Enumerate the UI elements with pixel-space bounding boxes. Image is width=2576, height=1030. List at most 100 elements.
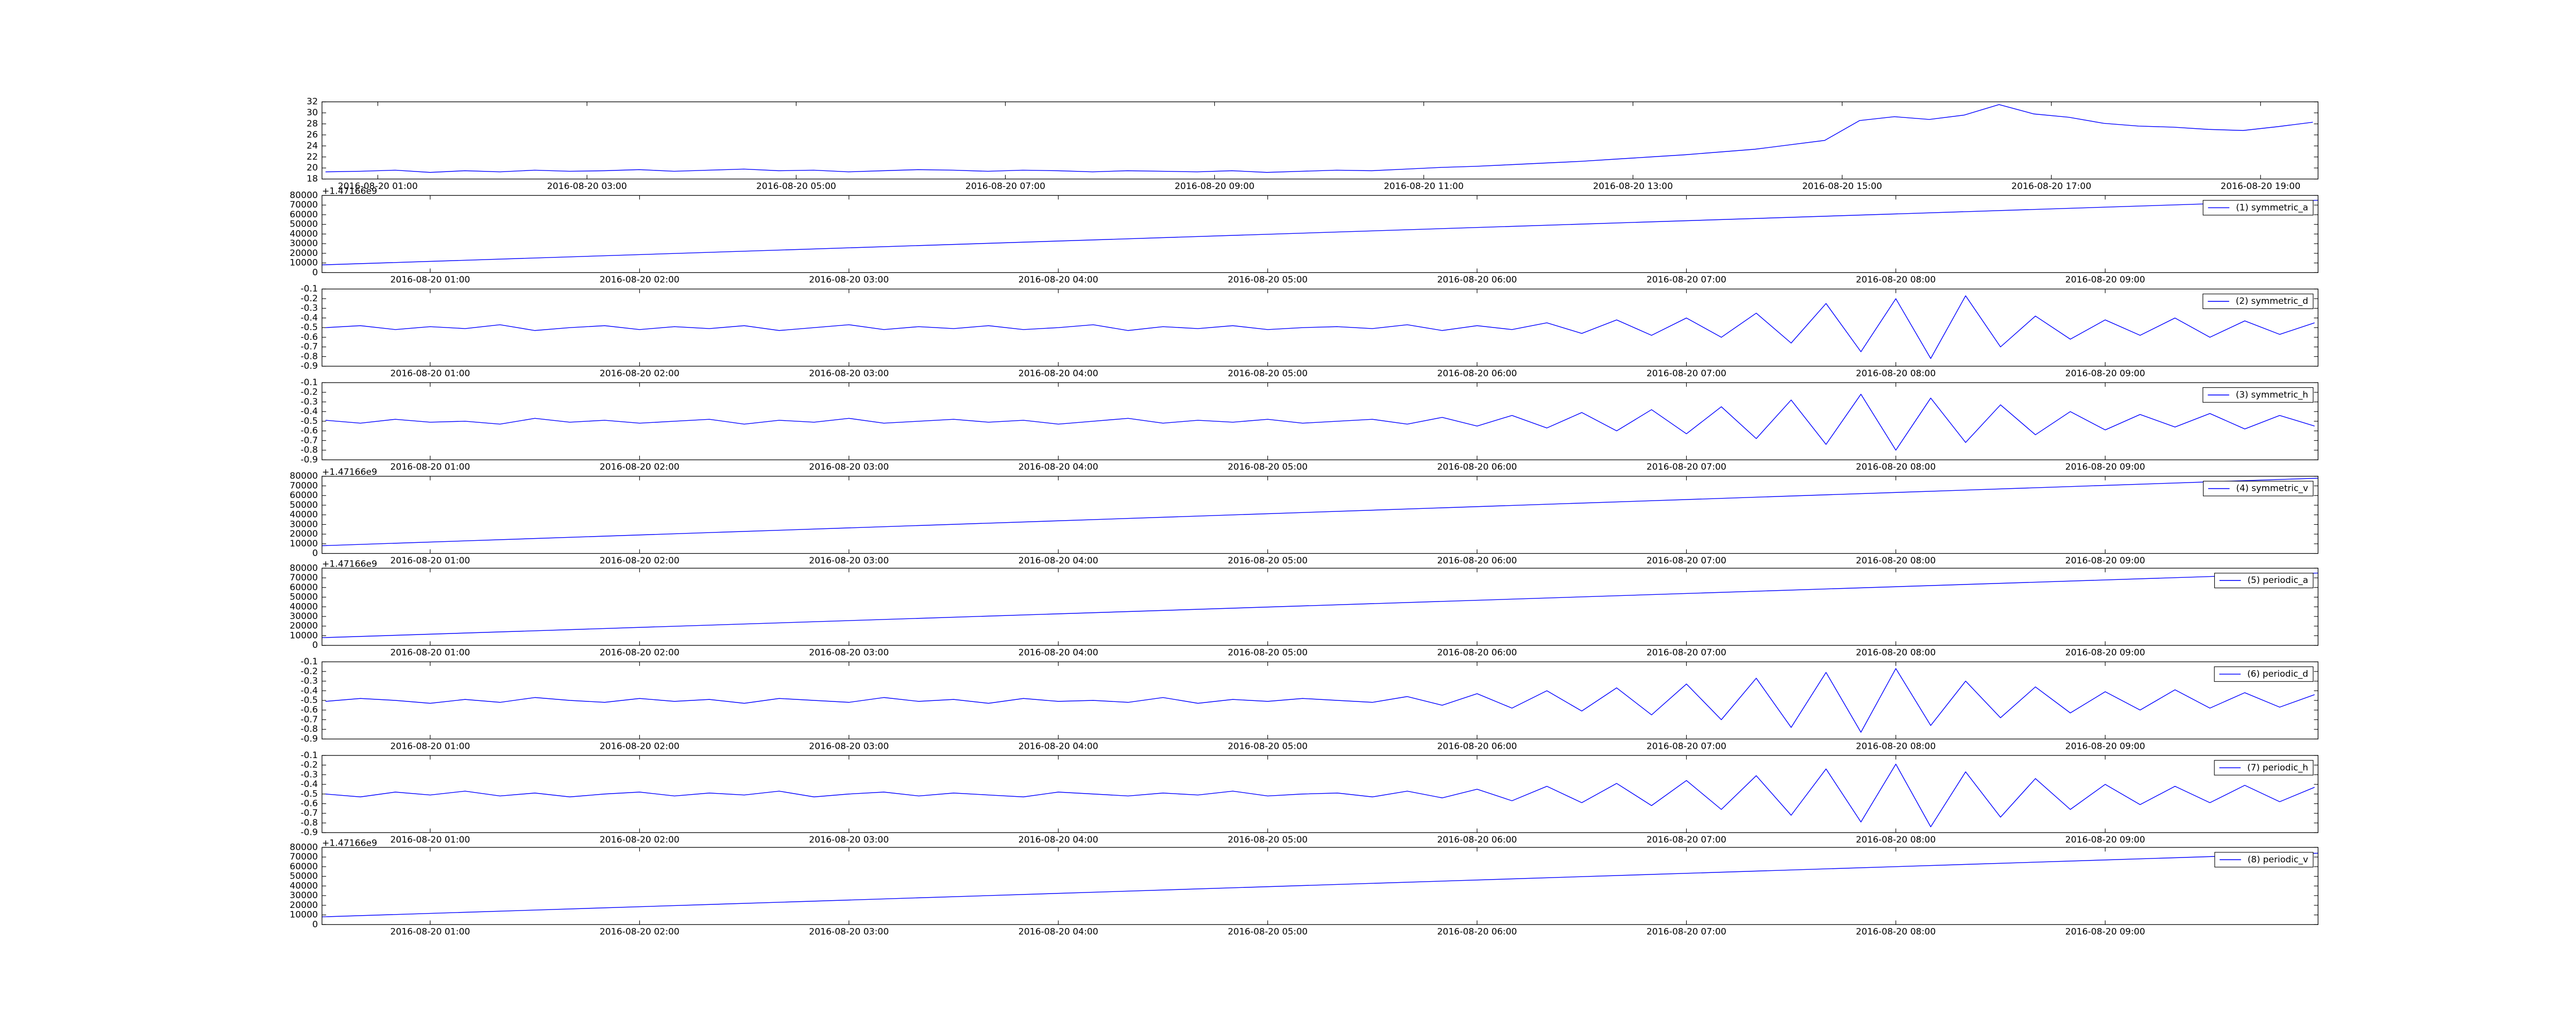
x-tick-label: 2016-08-20 07:00 [1647, 462, 1726, 472]
y-tick-label: 60000 [290, 862, 318, 872]
x-tick-label: 2016-08-20 05:00 [756, 181, 836, 192]
y-tick-label: -0.1 [300, 284, 318, 294]
x-tick-label: 2016-08-20 02:00 [600, 741, 680, 751]
x-tick-label: 2016-08-20 07:00 [1647, 275, 1726, 285]
y-tick-label: 80000 [290, 842, 318, 852]
y-tick-label: 24 [307, 141, 318, 151]
x-tick-label: 2016-08-20 01:00 [390, 556, 470, 566]
axes-frame [321, 101, 2318, 180]
y-tick-label: -0.3 [300, 769, 318, 780]
plot-area [322, 572, 2318, 638]
y-tick-label: 32 [307, 97, 318, 107]
y-tick-label: -0.5 [300, 322, 318, 333]
y-tick-label: 0 [312, 548, 318, 559]
y-tick-label: 0 [312, 267, 318, 278]
x-tick-label: 2016-08-20 09:00 [2065, 741, 2145, 751]
plot-area [322, 477, 2318, 546]
y-tick-label: 10000 [290, 539, 318, 549]
x-tick-label: 2016-08-20 05:00 [1228, 368, 1308, 379]
x-tick-label: 2016-08-20 03:00 [809, 368, 889, 379]
y-tick-label: -0.3 [300, 397, 318, 407]
x-tick-label: 2016-08-20 01:00 [390, 648, 470, 658]
x-tick-label: 2016-08-20 07:00 [1647, 648, 1726, 658]
y-tick-label: 80000 [290, 563, 318, 573]
y-tick-label: -0.2 [300, 666, 318, 677]
subplot: -0.9-0.8-0.7-0.6-0.5-0.4-0.3-0.2-0.1 2016… [300, 657, 2318, 751]
x-tick-label: 2016-08-20 15:00 [1802, 181, 1882, 192]
y-tick-label: 20000 [290, 529, 318, 539]
legend-label: (4) symmetric_v [2236, 484, 2308, 494]
x-tick-label: 2016-08-20 09:00 [2065, 368, 2145, 379]
legend-label: (6) periodic_d [2247, 669, 2308, 679]
x-tick-label: 2016-08-20 06:00 [1437, 927, 1517, 937]
y-tick-label: -0.9 [300, 734, 318, 744]
x-tick-label: 2016-08-20 17:00 [2011, 181, 2091, 192]
x-tick-label: 2016-08-20 06:00 [1437, 462, 1517, 472]
y-tick-label: 70000 [290, 200, 318, 210]
y-tick-label: -0.6 [300, 332, 318, 342]
y-tick-label: 20000 [290, 900, 318, 911]
legend: (6) periodic_d [2214, 666, 2314, 682]
legend: (8) periodic_v [2214, 852, 2314, 868]
axes-frame [321, 382, 2318, 460]
data-line [322, 477, 2318, 546]
y-tick-label: 22 [307, 152, 318, 162]
axes-frame [321, 661, 2318, 740]
x-tick-label: 2016-08-20 05:00 [1228, 835, 1308, 845]
y-tick-label: -0.4 [300, 313, 318, 323]
x-tick-label: 2016-08-20 02:00 [600, 275, 680, 285]
axes-frame [321, 847, 2318, 925]
y-tick-label: 50000 [290, 219, 318, 230]
x-tick-label: 2016-08-20 07:00 [1647, 741, 1726, 751]
y-tick-label: -0.8 [300, 724, 318, 734]
y-tick-label: -0.1 [300, 750, 318, 761]
plot-area [325, 763, 2315, 828]
y-tick-label: -0.6 [300, 426, 318, 436]
data-line [322, 572, 2318, 638]
y-tick-label: -0.7 [300, 714, 318, 725]
offset-text: +1.47166e9 [322, 838, 377, 848]
x-tick-label: 2016-08-20 01:00 [390, 835, 470, 845]
x-tick-label: 2016-08-20 01:00 [390, 368, 470, 379]
y-tick-label: 80000 [290, 190, 318, 200]
legend-label: (1) symmetric_a [2236, 202, 2308, 213]
y-tick-label: 10000 [290, 630, 318, 641]
x-tick-label: 2016-08-20 08:00 [1856, 368, 1936, 379]
data-line [325, 668, 2315, 733]
data-line [325, 104, 2313, 173]
y-tick-label: 30000 [290, 519, 318, 529]
x-tick-label: 2016-08-20 05:00 [1228, 927, 1308, 937]
x-tick-label: 2016-08-20 01:00 [390, 275, 470, 285]
y-tick-label: 80000 [290, 471, 318, 482]
y-tick-label: 20000 [290, 621, 318, 631]
x-tick-label: 2016-08-20 05:00 [1228, 556, 1308, 566]
y-tick-label: 70000 [290, 573, 318, 583]
y-tick-label: -0.9 [300, 455, 318, 465]
y-tick-label: 26 [307, 130, 318, 140]
x-tick-label: 2016-08-20 03:00 [809, 648, 889, 658]
legend: (2) symmetric_d [2202, 294, 2314, 310]
x-tick-label: 2016-08-20 03:00 [809, 927, 889, 937]
y-tick-label: 50000 [290, 592, 318, 603]
legend: (7) periodic_h [2214, 760, 2314, 776]
plot-area [325, 295, 2315, 359]
y-tick-label: 20000 [290, 248, 318, 259]
x-tick-label: 2016-08-20 08:00 [1856, 835, 1936, 845]
x-tick-label: 2016-08-20 09:00 [2065, 927, 2145, 937]
x-tick-label: 2016-08-20 02:00 [600, 462, 680, 472]
y-tick-label: -0.5 [300, 416, 318, 426]
x-tick-label: 2016-08-20 05:00 [1228, 462, 1308, 472]
subplot: 0100002000030000400005000060000700008000… [290, 186, 2318, 285]
y-tick-label: -0.1 [300, 657, 318, 667]
y-tick-label: 70000 [290, 852, 318, 862]
y-tick-label: -0.7 [300, 435, 318, 445]
y-tick-label: 70000 [290, 480, 318, 491]
y-tick-label: 30000 [290, 611, 318, 622]
axes-frame [321, 755, 2318, 833]
y-tick-label: -0.7 [300, 808, 318, 818]
plot-area [322, 200, 2318, 266]
legend: (3) symmetric_h [2202, 387, 2314, 403]
y-tick-label: -0.8 [300, 818, 318, 828]
y-tick-label: -0.8 [300, 445, 318, 455]
y-tick-label: 40000 [290, 602, 318, 612]
